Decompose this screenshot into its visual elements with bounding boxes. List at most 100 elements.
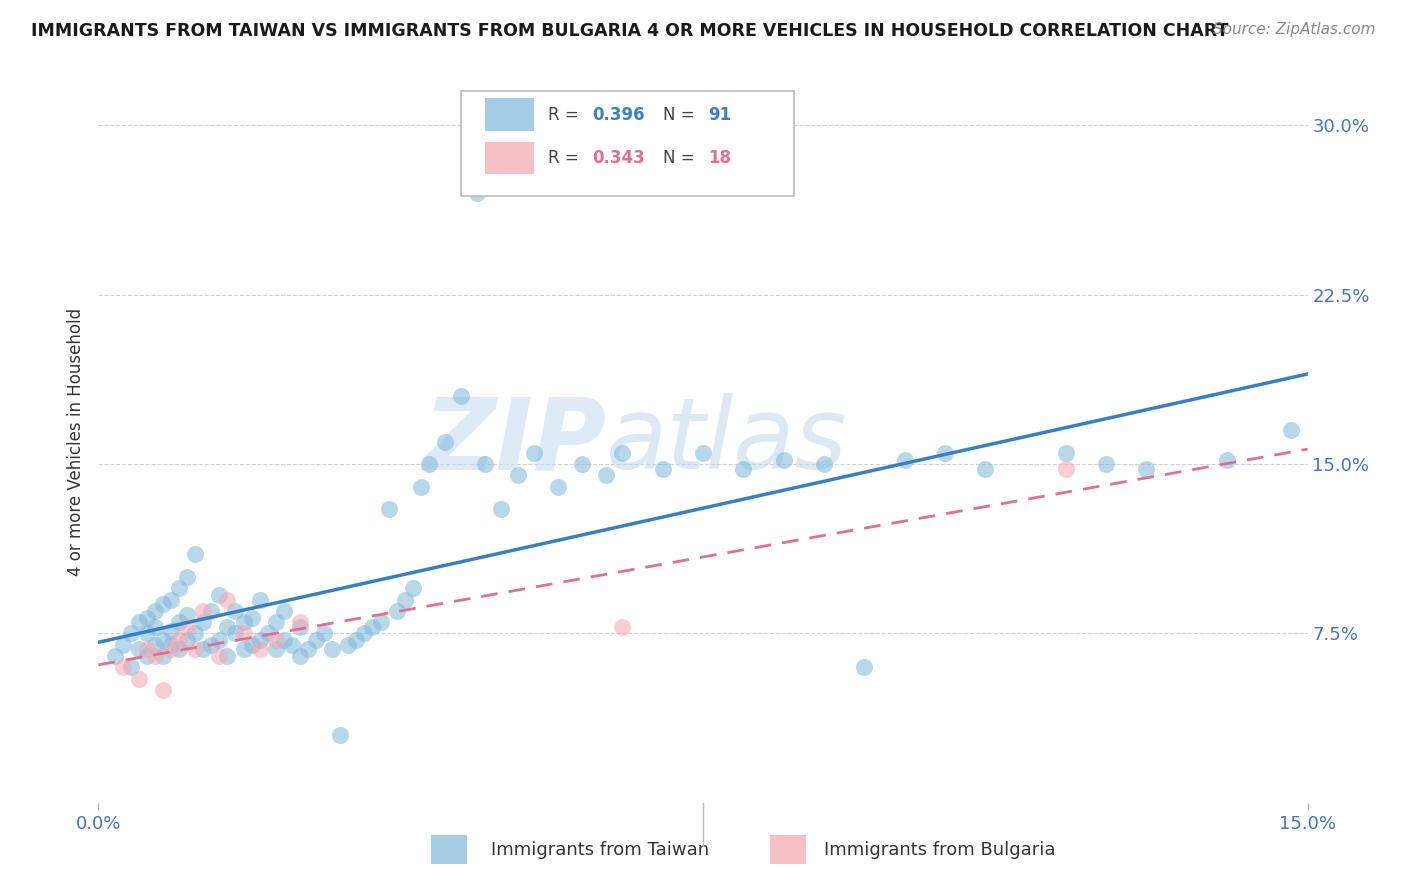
Point [208,648,231,663]
Text: Immigrants from Taiwan: Immigrants from Taiwan [492,841,710,859]
Point [152,633,174,648]
Point [249,642,271,657]
Text: R =: R = [548,149,585,167]
Point [176,620,198,634]
Text: R =: R = [548,105,585,124]
Point [240,638,263,652]
Point [434,434,457,449]
Point [193,642,215,657]
Bar [485,142,534,174]
Point [152,682,174,697]
Point [893,452,915,467]
Point [337,638,360,652]
Point [418,457,440,471]
Text: ZIP: ZIP [423,393,606,490]
Point [281,638,304,652]
Point [370,615,392,630]
Point [224,626,246,640]
Point [217,648,239,663]
Point [167,582,190,596]
Point [135,610,157,624]
Point [394,592,416,607]
Point [128,672,150,686]
Point [474,457,496,471]
Point [160,638,183,652]
Point [344,633,367,648]
Point [249,633,271,648]
Text: 18: 18 [707,149,731,167]
Point [120,626,142,640]
Point [297,642,319,657]
Point [176,570,198,584]
Point [111,638,134,652]
Point [167,642,190,657]
Point [273,604,295,618]
Point [772,452,794,467]
Point [217,620,239,634]
Point [1216,452,1239,467]
Text: 0.396: 0.396 [592,105,644,124]
Point [143,604,166,618]
Point [184,642,207,657]
Point [176,608,198,623]
Text: IMMIGRANTS FROM TAIWAN VS IMMIGRANTS FROM BULGARIA 4 OR MORE VEHICLES IN HOUSEHO: IMMIGRANTS FROM TAIWAN VS IMMIGRANTS FRO… [31,22,1229,40]
Point [160,642,183,657]
Point [1054,461,1077,475]
Point [402,582,425,596]
Point [160,592,183,607]
Point [249,592,271,607]
Point [111,660,134,674]
Bar [769,835,806,864]
Point [692,446,714,460]
Point [184,626,207,640]
Point [135,648,157,663]
Point [120,660,142,674]
Point [361,620,384,634]
Point [143,638,166,652]
Point [232,615,254,630]
Point [612,620,634,634]
Point [264,642,287,657]
Point [143,620,166,634]
Point [547,480,569,494]
Point [152,648,174,663]
Point [184,548,207,562]
Point [506,468,529,483]
Bar [432,835,467,864]
Y-axis label: 4 or more Vehicles in Household: 4 or more Vehicles in Household [66,308,84,575]
Point [128,615,150,630]
Point [353,626,375,640]
Point [264,633,287,648]
Point [288,615,311,630]
Point [377,502,399,516]
Point [612,446,634,460]
Point [1095,457,1118,471]
Point [128,642,150,657]
Point [176,633,198,648]
Point [167,615,190,630]
Point [305,633,328,648]
Point [288,648,311,663]
Point [217,592,239,607]
Point [193,604,215,618]
Text: atlas: atlas [606,393,848,490]
Point [1281,423,1303,437]
Point [385,604,408,618]
Point [152,597,174,611]
Point [200,638,222,652]
Point [1054,446,1077,460]
Point [321,642,343,657]
Point [465,186,488,201]
Point [167,633,190,648]
Point [288,620,311,634]
Bar [485,98,534,131]
Point [733,461,755,475]
Point [934,446,956,460]
Point [409,480,432,494]
Point [264,615,287,630]
Point [200,604,222,618]
Text: 91: 91 [707,105,731,124]
Point [595,468,617,483]
Text: Immigrants from Bulgaria: Immigrants from Bulgaria [824,841,1056,859]
Point [160,624,183,639]
